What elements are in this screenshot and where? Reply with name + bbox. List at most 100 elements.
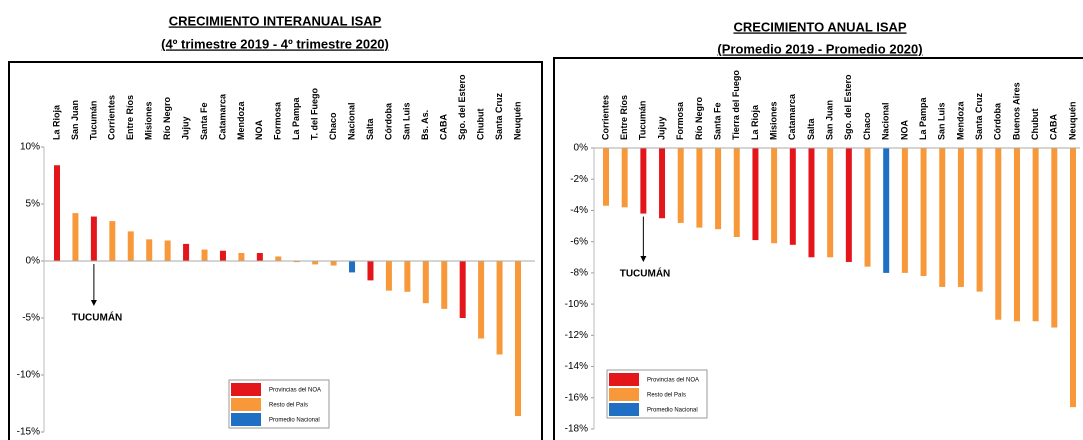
- x-tick-label: Formosa: [675, 101, 685, 140]
- x-tick-label: Jujuy: [656, 116, 666, 140]
- bar: [845, 148, 852, 262]
- x-tick-label: Río Negro: [162, 96, 172, 140]
- legend-swatch: [609, 403, 639, 416]
- x-tick-label: Neuquén: [512, 101, 522, 140]
- x-tick-label: T. del Fuego: [310, 87, 320, 140]
- x-tick-label: San Juan: [825, 100, 835, 140]
- bar: [995, 148, 1002, 320]
- bar: [957, 148, 964, 287]
- x-tick-label: Tierra del Fuego: [731, 70, 741, 140]
- bar: [478, 261, 485, 339]
- legend-swatch: [231, 383, 261, 396]
- bar: [256, 253, 263, 261]
- x-tick-label: San Luis: [402, 102, 412, 140]
- x-tick-label: Salta: [365, 117, 375, 140]
- x-tick-label: Bs. As.: [420, 110, 430, 140]
- x-tick-label: CABA: [439, 114, 449, 140]
- bar: [883, 148, 890, 273]
- x-tick-label: Santa Cruz: [974, 92, 984, 140]
- y-tick-label: -6%: [570, 236, 588, 247]
- bar: [696, 148, 703, 228]
- bar: [349, 261, 356, 273]
- x-tick-label: Santa Cruz: [494, 92, 504, 140]
- bar: [771, 148, 778, 244]
- bar: [920, 148, 927, 277]
- bar: [385, 261, 392, 291]
- chart-title: CRECIMIENTO ANUAL ISAP: [733, 19, 906, 34]
- x-tick-label: La Pampa: [291, 96, 301, 140]
- x-tick-label: Sgo. del Estero: [457, 74, 467, 140]
- x-tick-label: Santa Fe: [199, 102, 209, 140]
- annotation: TUCUMÁN: [620, 267, 671, 280]
- x-tick-label: NOA: [254, 120, 264, 141]
- x-tick-label: Catamarca: [787, 93, 797, 140]
- bar: [127, 231, 134, 261]
- bar: [312, 261, 319, 265]
- y-tick-label: -14%: [565, 361, 588, 372]
- arrow-head: [640, 256, 647, 262]
- x-tick-label: Corrientes: [107, 95, 117, 140]
- bar: [146, 239, 153, 261]
- x-tick-label: Catamarca: [217, 93, 227, 140]
- legend-label: Resto del País: [269, 403, 308, 409]
- chart-subtitle: (Promedio 2019 - Promedio 2020): [717, 41, 922, 56]
- bar: [54, 165, 60, 261]
- bar: [1013, 148, 1020, 322]
- y-tick-label: -15%: [17, 427, 40, 438]
- bar: [293, 261, 300, 263]
- bar: [789, 148, 796, 245]
- bar: [330, 261, 337, 266]
- bar: [183, 243, 190, 261]
- bar: [238, 253, 245, 261]
- x-tick-label: Jujuy: [180, 116, 190, 140]
- x-tick-label: Misiones: [144, 101, 154, 140]
- x-tick-label: Chubut: [475, 109, 485, 141]
- x-tick-label: Misiones: [768, 101, 778, 140]
- bar: [515, 261, 521, 417]
- bar: [1032, 148, 1039, 322]
- bar: [201, 249, 208, 261]
- bar: [72, 213, 79, 261]
- x-tick-label: Tucumán: [88, 101, 98, 140]
- legend-label: Provincias del NOA: [647, 378, 699, 384]
- y-tick-label: -10%: [17, 370, 40, 381]
- x-tick-label: Sgo. del Estero: [843, 74, 853, 140]
- legend-swatch: [609, 388, 639, 401]
- bar: [109, 221, 116, 261]
- annotation: TUCUMÁN: [72, 311, 123, 324]
- bar: [367, 261, 374, 281]
- y-tick-label: -16%: [565, 392, 588, 403]
- y-tick-label: -10%: [565, 299, 588, 310]
- bar: [496, 261, 503, 355]
- x-tick-label: Nacional: [346, 102, 356, 140]
- y-tick-label: 5%: [26, 199, 41, 210]
- x-tick-label: La Pampa: [918, 96, 928, 140]
- bar: [621, 148, 628, 208]
- x-tick-label: Chaco: [328, 112, 338, 140]
- y-tick-label: 0%: [26, 256, 41, 267]
- bar: [939, 148, 946, 287]
- legend-label: Resto del País: [647, 393, 686, 399]
- x-tick-label: San Luis: [937, 102, 947, 140]
- x-tick-label: Chaco: [862, 112, 872, 140]
- x-tick-label: La Rioja: [51, 104, 61, 140]
- bar: [441, 261, 448, 309]
- x-tick-label: Salta: [806, 117, 816, 140]
- legend-swatch: [609, 373, 639, 386]
- bar: [677, 148, 684, 223]
- x-tick-label: Corrientes: [600, 95, 610, 140]
- x-tick-label: Mendoza: [955, 101, 965, 140]
- x-tick-label: Entre Ríos: [619, 95, 629, 140]
- bar: [976, 148, 983, 292]
- x-tick-label: San Juan: [70, 100, 80, 140]
- legend-label: Provincias del NOA: [269, 388, 321, 394]
- bar: [659, 148, 666, 219]
- x-tick-label: La Rioja: [750, 104, 760, 140]
- y-tick-label: -12%: [565, 330, 588, 341]
- bar: [808, 148, 815, 258]
- x-tick-label: Nacional: [881, 102, 891, 140]
- x-tick-label: Córdoba: [383, 102, 393, 140]
- y-tick-label: -2%: [570, 174, 588, 185]
- x-tick-label: Formosa: [273, 101, 283, 140]
- x-tick-label: Río Negro: [694, 96, 704, 140]
